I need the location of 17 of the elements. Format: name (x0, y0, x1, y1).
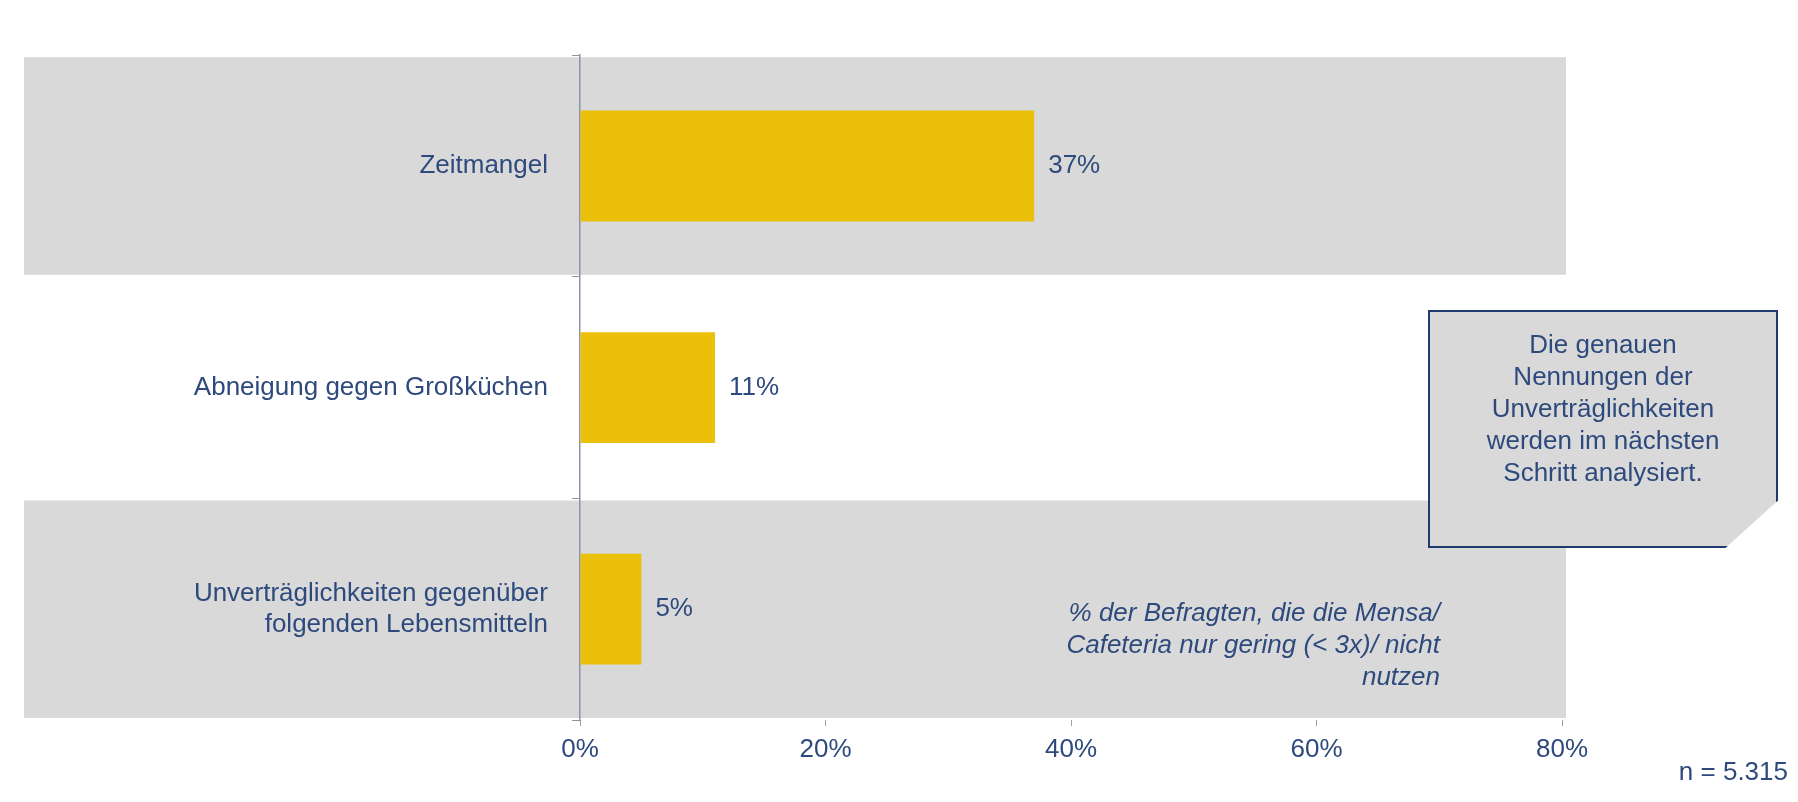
data-label: 11% (729, 370, 780, 401)
x-tick-label: 80% (1535, 732, 1589, 763)
data-label: 37% (1048, 149, 1101, 180)
annotation: % der Befragten, die die Mensa/ Cafeteria nur gering (< 3x)/ nicht nutzen (1065, 596, 1440, 692)
text: n = 5.315 (1678, 755, 1788, 787)
x-tick-label: 40% (1044, 732, 1098, 763)
x-tick-label: 20% (799, 732, 852, 763)
y-tick-label: Unverträglichkeiten gegenüber folgenden Lebensmitteln (193, 576, 549, 638)
note-box: Die genauen Nennungen der Unverträglichkeiten werden im nächsten Schritt analysiert. (1428, 310, 1778, 548)
x-tick-label: 0% (561, 732, 599, 763)
data-label: 5% (655, 592, 693, 623)
y-tick-label: Zeitmangel (419, 149, 548, 180)
bar (580, 332, 716, 443)
bar (580, 110, 1035, 222)
bar (580, 553, 642, 665)
x-tick-label: 60% (1290, 732, 1343, 763)
y-tick-label: Abneigung gegen Großküchen (193, 370, 548, 401)
